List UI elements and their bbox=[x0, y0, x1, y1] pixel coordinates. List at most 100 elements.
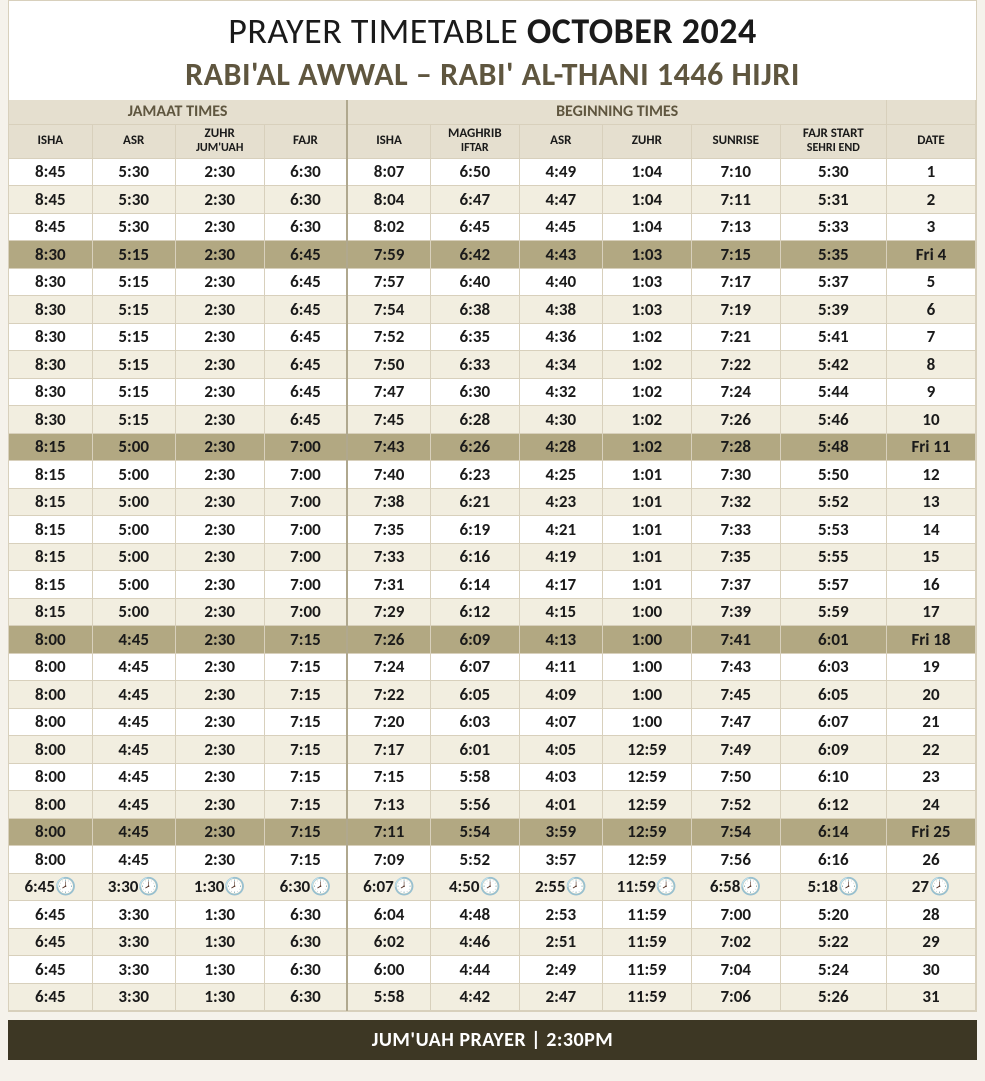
cell-b_zuhr: 1:04 bbox=[602, 186, 691, 214]
cell-j_asr: 5:00 bbox=[92, 433, 175, 461]
cell-date: 20 bbox=[886, 681, 975, 709]
cell-j_isha: 8:45 bbox=[9, 158, 92, 186]
cell-b_zuhr: 12:59 bbox=[602, 818, 691, 846]
cell-j_zuhr: 2:30 bbox=[175, 791, 264, 819]
cell-j_isha: 8:30 bbox=[9, 378, 92, 406]
cell-b_isha: 7:20 bbox=[347, 708, 430, 736]
table-row: 8:305:152:306:457:526:354:361:027:215:41… bbox=[9, 323, 976, 351]
cell-b_fajr: 6:07 bbox=[780, 708, 886, 736]
cell-b_fajr: 6:14 bbox=[780, 818, 886, 846]
cell-b_isha: 7:38 bbox=[347, 488, 430, 516]
cell-j_zuhr: 1:30 bbox=[175, 956, 264, 984]
cell-j_zuhr: 1:30 bbox=[175, 983, 264, 1011]
cell-j_fajr: 7:15 bbox=[264, 791, 347, 819]
cell-b_asr: 3:57 bbox=[519, 846, 602, 874]
cell-date: 31 bbox=[886, 983, 975, 1011]
cell-b_zuhr: 1:03 bbox=[602, 241, 691, 269]
cell-j_asr: 3:30 bbox=[92, 928, 175, 956]
cell-date: 12 bbox=[886, 461, 975, 489]
cell-j_fajr: 7:15 bbox=[264, 653, 347, 681]
cell-b_fajr: 6:01 bbox=[780, 626, 886, 654]
cell-j_asr: 5:15 bbox=[92, 323, 175, 351]
cell-b_maghrib: 6:14 bbox=[430, 571, 519, 599]
cell-b_maghrib: 6:35 bbox=[430, 323, 519, 351]
cell-b_asr: 2:49 bbox=[519, 956, 602, 984]
cell-j_asr: 5:15 bbox=[92, 268, 175, 296]
cell-b_maghrib: 6:38 bbox=[430, 296, 519, 324]
cell-b_zuhr: 1:04 bbox=[602, 213, 691, 241]
table-row: 8:455:302:306:308:076:504:491:047:105:30… bbox=[9, 158, 976, 186]
cell-date: 3 bbox=[886, 213, 975, 241]
cell-b_asr: 4:38 bbox=[519, 296, 602, 324]
cell-j_fajr: 7:00 bbox=[264, 543, 347, 571]
table-row: 8:004:452:307:157:226:054:091:007:456:05… bbox=[9, 681, 976, 709]
cell-b_zuhr: 1:00 bbox=[602, 681, 691, 709]
cell-j_asr: 5:15 bbox=[92, 406, 175, 434]
cell-b_sunrise: 7:49 bbox=[691, 736, 780, 764]
cell-b_fajr: 5:30 bbox=[780, 158, 886, 186]
cell-date: 30 bbox=[886, 956, 975, 984]
cell-b_asr: 4:17 bbox=[519, 571, 602, 599]
cell-b_maghrib: 6:01 bbox=[430, 736, 519, 764]
cell-b_fajr: 5:57 bbox=[780, 571, 886, 599]
cell-j_asr: 5:15 bbox=[92, 378, 175, 406]
cell-date: 16 bbox=[886, 571, 975, 599]
cell-date: 6 bbox=[886, 296, 975, 324]
cell-b_zuhr: 1:01 bbox=[602, 488, 691, 516]
cell-date: 2 bbox=[886, 186, 975, 214]
table-row: 8:305:152:306:457:456:284:301:027:265:46… bbox=[9, 406, 976, 434]
cell-b_sunrise: 7:50 bbox=[691, 763, 780, 791]
cell-b_sunrise: 7:32 bbox=[691, 488, 780, 516]
cell-b_maghrib: 6:28 bbox=[430, 406, 519, 434]
cell-b_sunrise: 7:47 bbox=[691, 708, 780, 736]
cell-b_zuhr: 11:59 bbox=[602, 928, 691, 956]
cell-b_maghrib: 4:48 bbox=[430, 901, 519, 929]
cell-b_fajr: 5:42 bbox=[780, 351, 886, 379]
cell-j_isha: 8:00 bbox=[9, 736, 92, 764]
cell-b_isha: 7:09 bbox=[347, 846, 430, 874]
cell-date: 14 bbox=[886, 516, 975, 544]
cell-date: Fri 18 bbox=[886, 626, 975, 654]
cell-b_maghrib: 5:54 bbox=[430, 818, 519, 846]
cell-b_fajr: 5:37 bbox=[780, 268, 886, 296]
cell-b_maghrib: 6:09 bbox=[430, 626, 519, 654]
cell-b_asr: 4:15 bbox=[519, 598, 602, 626]
cell-b_isha: 7:29 bbox=[347, 598, 430, 626]
cell-b_fajr: 5:24 bbox=[780, 956, 886, 984]
cell-b_maghrib: 4:44 bbox=[430, 956, 519, 984]
cell-j_zuhr: 1:30 bbox=[175, 901, 264, 929]
cell-b_sunrise: 7:06 bbox=[691, 983, 780, 1011]
group-jamaat: JAMAAT TIMES bbox=[9, 100, 347, 124]
cell-date: 5 bbox=[886, 268, 975, 296]
cell-j_asr: 5:00 bbox=[92, 516, 175, 544]
cell-date: 24 bbox=[886, 791, 975, 819]
cell-b_sunrise: 7:39 bbox=[691, 598, 780, 626]
cell-b_zuhr: 1:00 bbox=[602, 626, 691, 654]
cell-j_zuhr: 2:30 bbox=[175, 681, 264, 709]
cell-j_fajr: 6:45 bbox=[264, 351, 347, 379]
cell-b_sunrise: 7:19 bbox=[691, 296, 780, 324]
cell-b_sunrise: 7:15 bbox=[691, 241, 780, 269]
cell-j_zuhr: 2:30 bbox=[175, 626, 264, 654]
cell-j_isha: 8:00 bbox=[9, 846, 92, 874]
cell-b_isha: 7:11 bbox=[347, 818, 430, 846]
cell-date: 28 bbox=[886, 901, 975, 929]
cell-j_fajr: 7:15 bbox=[264, 708, 347, 736]
cell-b_sunrise: 7:52 bbox=[691, 791, 780, 819]
cell-b_isha: 6:04 bbox=[347, 901, 430, 929]
table-row: 8:004:452:307:157:115:543:5912:597:546:1… bbox=[9, 818, 976, 846]
cell-b_fajr: 5:22 bbox=[780, 928, 886, 956]
cell-b_maghrib: 5:52 bbox=[430, 846, 519, 874]
cell-b_zuhr: 1:03 bbox=[602, 296, 691, 324]
cell-b_zuhr: 12:59 bbox=[602, 736, 691, 764]
cell-j_isha: 8:30 bbox=[9, 296, 92, 324]
cell-date: 26 bbox=[886, 846, 975, 874]
table-row: 8:455:302:306:308:026:454:451:047:135:33… bbox=[9, 213, 976, 241]
cell-j_zuhr: 2:30 bbox=[175, 186, 264, 214]
cell-b_isha: 8:07 bbox=[347, 158, 430, 186]
cell-j_asr: 3:30🕗 bbox=[92, 873, 175, 901]
cell-b_asr: 4:30 bbox=[519, 406, 602, 434]
cell-j_asr: 5:15 bbox=[92, 296, 175, 324]
cell-date: 15 bbox=[886, 543, 975, 571]
cell-date: 22 bbox=[886, 736, 975, 764]
